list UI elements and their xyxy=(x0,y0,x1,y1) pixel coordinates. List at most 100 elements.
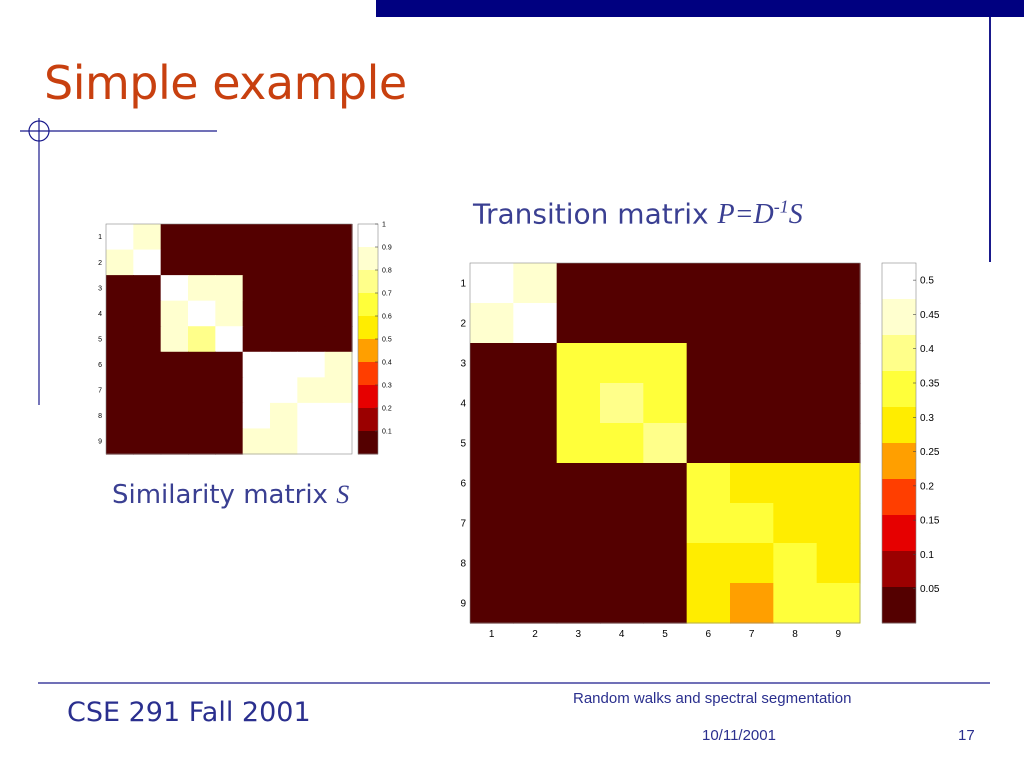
heatmap-cell-r6-c9 xyxy=(324,351,353,378)
heatmap-cell-r1-c8 xyxy=(773,263,818,304)
colorbar-tick-label: 0.4 xyxy=(382,359,392,366)
heatmap-cell-r8-c9 xyxy=(324,402,353,430)
heatmap-cell-r8-c5 xyxy=(643,543,688,584)
heatmap-cell-r5-c5 xyxy=(643,423,688,464)
heatmap-cell-r8-c3 xyxy=(160,402,189,430)
heatmap-cell-r9-c1 xyxy=(470,583,514,624)
colorbar-tick-label: 0.1 xyxy=(920,550,934,561)
colorbar-tick-label: 0.1 xyxy=(382,428,392,435)
similarity-heatmap-chart: 12345678912345678910.90.80.70.60.50.40.3… xyxy=(98,221,392,455)
heatmap-cell-r6-c3 xyxy=(160,351,189,378)
heatmap-cell-r7-c1 xyxy=(470,503,514,544)
colorbar-tick-label: 0.2 xyxy=(920,481,934,492)
heatmap-cell-r6-c4 xyxy=(600,463,644,504)
heatmap-cell-r8-c8 xyxy=(773,543,818,584)
heatmap-cell-r7-c5 xyxy=(643,503,688,544)
heatmap-cell-r9-c9 xyxy=(816,583,861,624)
heatmap-cell-r4-c3 xyxy=(160,300,189,327)
heatmap-cell-r6-c8 xyxy=(297,351,326,378)
colorbar-segment xyxy=(882,263,916,300)
heatmap-cell-r5-c3 xyxy=(160,326,189,353)
heatmap-cell-r4-c9 xyxy=(816,383,861,424)
heatmap-cell-r4-c3 xyxy=(556,383,601,424)
heatmap-cell-r4-c8 xyxy=(773,383,818,424)
heatmap-cell-r7-c7 xyxy=(730,503,774,544)
colorbar-segment xyxy=(358,224,378,248)
heatmap-cell-r4-c6 xyxy=(686,383,731,424)
colorbar-tick-label: 0.9 xyxy=(382,244,392,251)
y-tick-label: 9 xyxy=(98,439,102,446)
heatmap-cell-r9-c7 xyxy=(270,428,298,455)
heatmap-cell-r7-c9 xyxy=(324,377,353,404)
heatmap-cell-r1-c7 xyxy=(270,224,298,251)
heatmap-cell-r2-c5 xyxy=(215,249,244,276)
transition-formula: P=D-1S xyxy=(717,197,803,231)
colorbar-segment xyxy=(358,431,378,455)
colorbar-segment xyxy=(882,299,916,336)
colorbar-tick-label: 0.5 xyxy=(920,276,934,287)
colorbar-tick-label: 0.25 xyxy=(920,447,940,458)
heatmap-cell-r5-c8 xyxy=(297,326,326,353)
heatmap-cell-r1-c7 xyxy=(730,263,774,304)
heatmap-cell-r3-c9 xyxy=(324,275,353,302)
heatmap-cell-r3-c2 xyxy=(513,343,558,384)
heatmap-cell-r2-c7 xyxy=(730,303,774,344)
y-tick-label: 6 xyxy=(460,479,466,490)
heatmap-cell-r2-c1 xyxy=(106,249,134,276)
colorbar-segment xyxy=(882,515,916,552)
colorbar-tick-label: 0.15 xyxy=(920,516,940,527)
colorbar-segment xyxy=(358,316,378,340)
y-tick-label: 8 xyxy=(460,559,466,570)
heatmap-cell-r3-c8 xyxy=(297,275,326,302)
heatmap-cell-r4-c1 xyxy=(470,383,514,424)
heatmap-cell-r8-c9 xyxy=(816,543,861,584)
heatmap-cell-r8-c1 xyxy=(106,402,134,430)
colorbar-segment xyxy=(358,293,378,317)
colorbar-segment xyxy=(358,247,378,271)
formula-exponent: -1 xyxy=(773,197,789,217)
heatmap-cell-r8-c3 xyxy=(556,543,601,584)
transition-caption-text: Transition matrix xyxy=(473,197,718,231)
formula-tail: S xyxy=(788,199,803,231)
footer-date: 10/11/2001 xyxy=(702,727,776,744)
slide-title: Simple example xyxy=(44,56,407,110)
heatmap-cell-r7-c7 xyxy=(270,377,298,404)
heatmap-cell-r6-c2 xyxy=(133,351,162,378)
heatmap-cell-r5-c6 xyxy=(242,326,271,353)
heatmap-cell-r3-c8 xyxy=(773,343,818,384)
heatmap-cell-r9-c1 xyxy=(106,428,134,455)
colorbar-tick-label: 0.45 xyxy=(920,310,940,321)
heatmap-cell-r1-c8 xyxy=(297,224,326,251)
colorbar-tick-label: 0.4 xyxy=(920,344,934,355)
heatmap-cell-r2-c8 xyxy=(297,249,326,276)
colorbar-tick-label: 0.3 xyxy=(382,382,392,389)
heatmap-cell-r3-c5 xyxy=(215,275,244,302)
heatmap-cell-r4-c4 xyxy=(188,300,216,327)
heatmap-cell-r3-c3 xyxy=(556,343,601,384)
heatmap-cell-r5-c6 xyxy=(686,423,731,464)
heatmap-cell-r8-c4 xyxy=(600,543,644,584)
colorbar-segment xyxy=(882,443,916,480)
x-tick-label: 5 xyxy=(662,629,668,640)
heatmap-cell-r2-c6 xyxy=(686,303,731,344)
heatmap-cell-r6-c6 xyxy=(686,463,731,504)
heatmap-cell-r1-c5 xyxy=(215,224,244,251)
y-tick-label: 5 xyxy=(98,336,102,343)
heatmap-cell-r1-c1 xyxy=(470,263,514,304)
heatmap-cell-r1-c2 xyxy=(133,224,162,251)
heatmap-cell-r4-c5 xyxy=(215,300,244,327)
heatmap-cell-r9-c5 xyxy=(643,583,688,624)
heatmap-cell-r3-c7 xyxy=(730,343,774,384)
heatmap-cell-r7-c2 xyxy=(513,503,558,544)
similarity-formula: S xyxy=(336,480,350,509)
y-tick-label: 1 xyxy=(98,234,102,241)
heatmap-cell-r3-c5 xyxy=(643,343,688,384)
heatmap-cell-r8-c7 xyxy=(730,543,774,584)
heatmap-cell-r8-c4 xyxy=(188,402,216,430)
heatmap-cell-r1-c3 xyxy=(556,263,601,304)
x-tick-label: 9 xyxy=(836,629,842,640)
heatmap-cell-r1-c5 xyxy=(643,263,688,304)
heatmap-cell-r1-c1 xyxy=(106,224,134,251)
heatmap-cell-r2-c9 xyxy=(324,249,353,276)
